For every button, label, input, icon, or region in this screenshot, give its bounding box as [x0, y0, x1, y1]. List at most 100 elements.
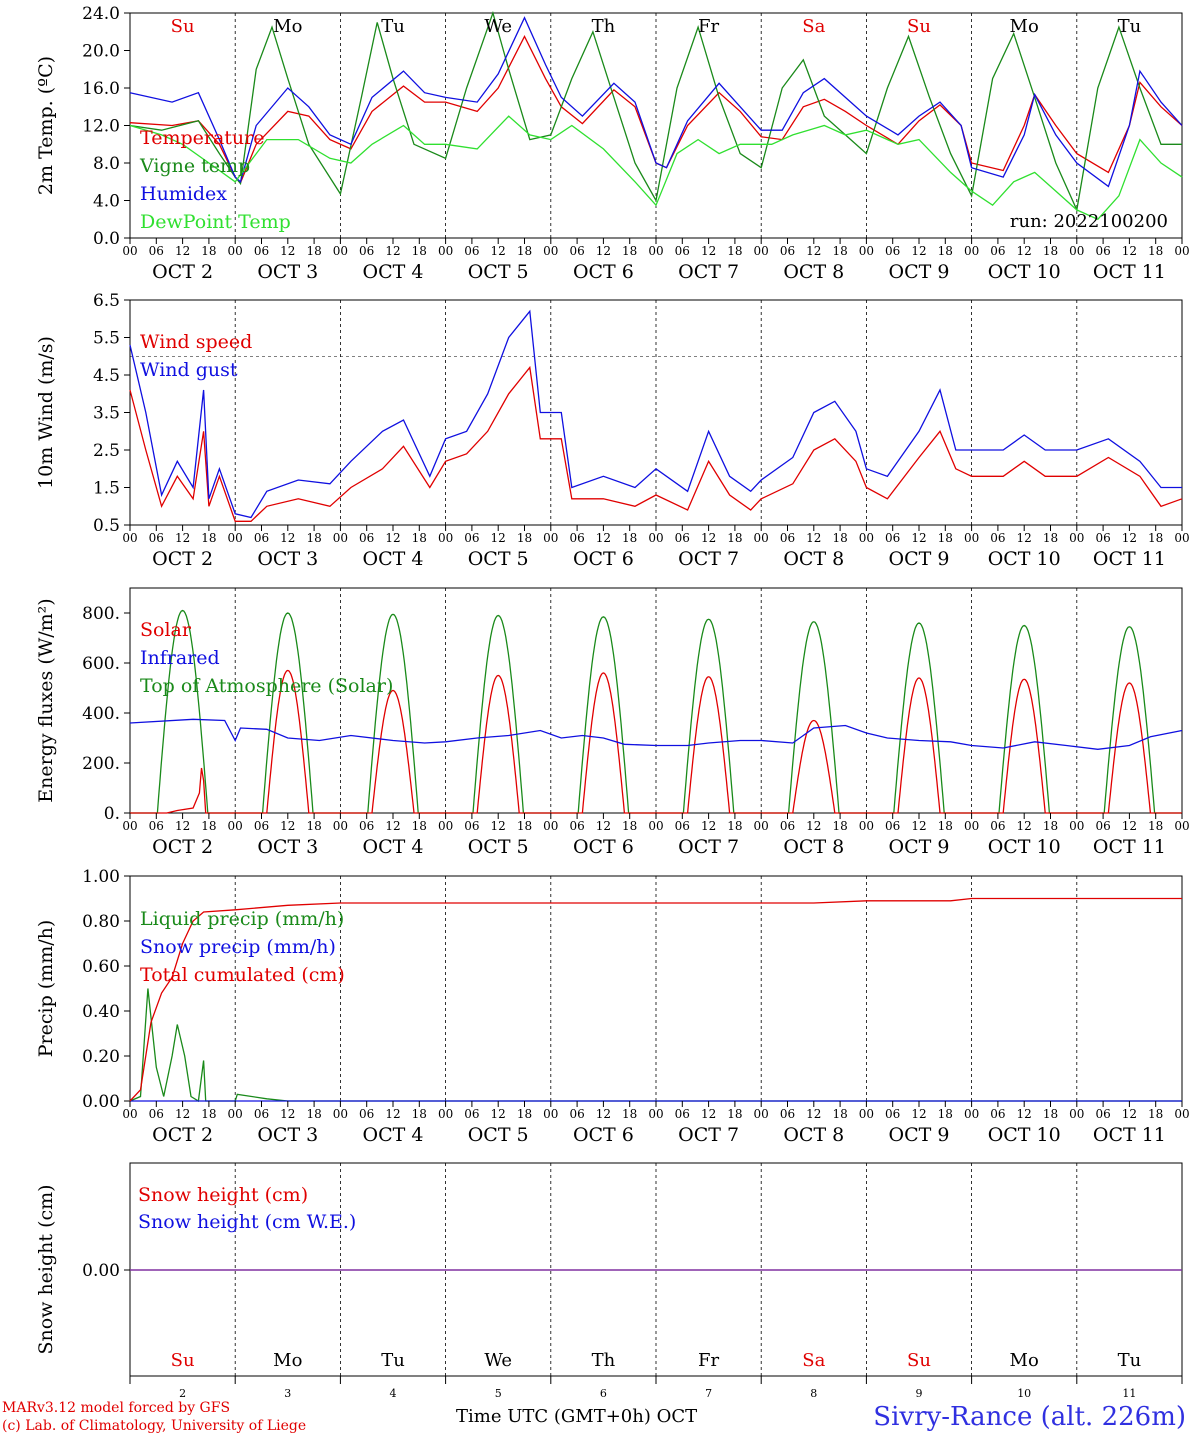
x-tick-label: 12 — [1122, 531, 1137, 545]
x-tick-label: 06 — [780, 244, 795, 258]
x-tick-label: 12 — [1017, 1107, 1032, 1121]
x-tick-label: 18 — [727, 531, 742, 545]
y-tick-label: 24.0 — [82, 4, 120, 24]
x-tick-label: 12 — [701, 1107, 716, 1121]
weekday-label: Su — [171, 1350, 195, 1371]
x-tick-label: 12 — [491, 1107, 506, 1121]
x-tick-label: 12 — [911, 819, 926, 833]
x-tick-label: 06 — [885, 244, 900, 258]
date-label: OCT 2 — [152, 548, 213, 570]
x-tick-label: 18 — [622, 819, 637, 833]
x-tick-label: 12 — [280, 819, 295, 833]
legend-entry: Wind speed — [140, 331, 252, 353]
x-tick-label: 00 — [438, 244, 453, 258]
x-tick-label: 00 — [438, 1107, 453, 1121]
x-tick-label: 00 — [859, 819, 874, 833]
x-tick-label: 18 — [412, 1107, 427, 1121]
date-label: OCT 11 — [1093, 1124, 1166, 1146]
x-tick-label: 00 — [1174, 244, 1189, 258]
x-tick-label: 06 — [149, 531, 164, 545]
y-tick-label: 0.20 — [82, 1047, 120, 1067]
x-tick-label: 12 — [280, 531, 295, 545]
date-label: OCT 7 — [678, 1124, 739, 1146]
y-tick-label: 4.5 — [93, 366, 120, 386]
day-number-label: 4 — [390, 1387, 397, 1400]
y-tick-label: 12.0 — [82, 117, 120, 137]
date-label: OCT 10 — [988, 261, 1061, 283]
x-tick-label: 00 — [1174, 819, 1189, 833]
x-tick-label: 18 — [832, 819, 847, 833]
x-tick-label: 06 — [675, 531, 690, 545]
x-tick-label: 12 — [806, 1107, 821, 1121]
x-tick-label: 12 — [1017, 531, 1032, 545]
date-label: OCT 4 — [363, 836, 424, 858]
x-tick-label: 18 — [938, 819, 953, 833]
x-tick-label: 18 — [306, 819, 321, 833]
x-tick-label: 18 — [1148, 531, 1163, 545]
y-tick-label: 6.5 — [93, 291, 120, 311]
x-tick-label: 00 — [754, 1107, 769, 1121]
y-axis-label: Precip (mm/h) — [35, 920, 57, 1058]
x-tick-label: 12 — [385, 244, 400, 258]
x-tick-label: 18 — [412, 244, 427, 258]
date-label: OCT 4 — [363, 1124, 424, 1146]
date-label: OCT 8 — [783, 836, 844, 858]
series-line — [129, 16, 1183, 188]
x-tick-label: 00 — [964, 531, 979, 545]
y-tick-label: 1.00 — [82, 867, 120, 887]
x-tick-label: 00 — [438, 531, 453, 545]
y-tick-label: 0.80 — [82, 912, 120, 932]
y-axis-label: 10m Wind (m/s) — [35, 336, 57, 489]
date-label: OCT 4 — [363, 548, 424, 570]
x-tick-label: 18 — [622, 531, 637, 545]
date-label: OCT 6 — [573, 261, 634, 283]
day-number-label: 3 — [284, 1387, 291, 1400]
series-line — [129, 718, 1183, 750]
x-tick-label: 06 — [464, 531, 479, 545]
x-tick-label: 00 — [228, 819, 243, 833]
x-tick-label: 06 — [569, 1107, 584, 1121]
y-axis-label: Snow height (cm) — [35, 1184, 57, 1354]
x-tick-label: 18 — [306, 1107, 321, 1121]
legend-entry: Liquid precip (mm/h) — [140, 908, 344, 930]
x-tick-label: 18 — [306, 244, 321, 258]
date-label: OCT 7 — [678, 836, 739, 858]
series-line — [129, 10, 1182, 213]
x-tick-label: 18 — [201, 819, 216, 833]
legend-entry: Snow height (cm W.E.) — [138, 1211, 356, 1233]
x-tick-label: 18 — [938, 244, 953, 258]
x-tick-label: 06 — [675, 819, 690, 833]
date-label: OCT 5 — [468, 1124, 529, 1146]
x-tick-label: 18 — [1148, 819, 1163, 833]
x-tick-label: 18 — [201, 531, 216, 545]
x-tick-label: 00 — [964, 819, 979, 833]
date-label: OCT 6 — [573, 836, 634, 858]
x-tick-label: 06 — [569, 819, 584, 833]
weekday-label: Mo — [1010, 16, 1039, 37]
weekday-label: Tu — [381, 1350, 405, 1371]
lab-credit: (c) Lab. of Climatology, University of L… — [2, 1418, 307, 1434]
x-tick-label: 18 — [1148, 244, 1163, 258]
x-tick-label: 06 — [885, 531, 900, 545]
x-tick-label: 00 — [648, 1107, 663, 1121]
y-tick-label: 600. — [82, 654, 120, 674]
weekday-label: Su — [907, 1350, 931, 1371]
x-tick-label: 00 — [333, 819, 348, 833]
station-name: Sivry-Rance (alt. 226m) — [873, 1402, 1186, 1432]
panel-frame-3 — [129, 587, 1183, 814]
date-label: OCT 3 — [257, 261, 318, 283]
y-tick-label: 0.40 — [82, 1002, 120, 1022]
date-label: OCT 4 — [363, 261, 424, 283]
weekday-label: Fr — [698, 1350, 719, 1371]
weekday-label: Th — [592, 1350, 616, 1371]
x-tick-label: 06 — [149, 1107, 164, 1121]
date-label: OCT 8 — [783, 1124, 844, 1146]
x-tick-label: 00 — [333, 531, 348, 545]
x-tick-label: 12 — [175, 244, 190, 258]
date-label: OCT 3 — [257, 1124, 318, 1146]
x-tick-label: 12 — [701, 244, 716, 258]
x-tick-label: 00 — [754, 244, 769, 258]
x-tick-label: 12 — [911, 244, 926, 258]
weekday-label: Su — [907, 16, 931, 37]
